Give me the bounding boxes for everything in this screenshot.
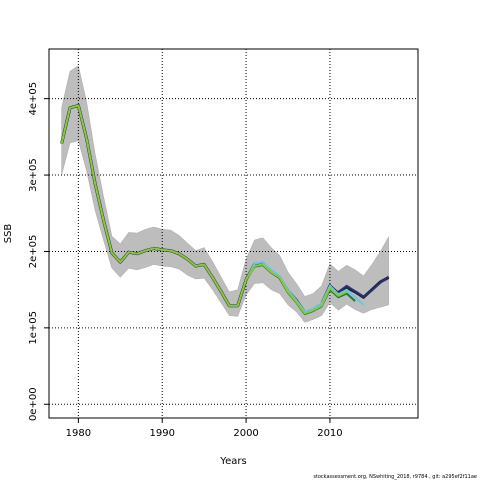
x-tick-label: 2000: [233, 428, 258, 439]
y-tick-label: 2e+05: [28, 235, 39, 269]
x-tick-label: 2010: [317, 428, 342, 439]
series-line: [60, 104, 348, 315]
y-axis-title: SSB: [3, 224, 14, 244]
series-lines: [60, 104, 390, 316]
x-tick-label: 1980: [66, 428, 91, 439]
y-tick-label: 4e+05: [28, 82, 39, 116]
confidence-band-layer: [61, 65, 389, 323]
plot-frame: [48, 48, 419, 419]
x-tick-label: 1990: [149, 428, 174, 439]
y-tick-label: 0e+00: [28, 387, 39, 421]
y-tick-label: 1e+05: [28, 311, 39, 345]
series-line: [337, 275, 390, 298]
y-tick-label: 3e+05: [28, 158, 39, 192]
x-axis-title: Years: [219, 456, 246, 467]
footnote: stockassessment.org, NSwhiting_2018, r97…: [313, 474, 477, 480]
axes: 1980 1990 2000 2010 0e+00 1e+05 2e+05 3e+05 4e+0…: [28, 82, 343, 439]
confidence-band: [61, 65, 389, 323]
